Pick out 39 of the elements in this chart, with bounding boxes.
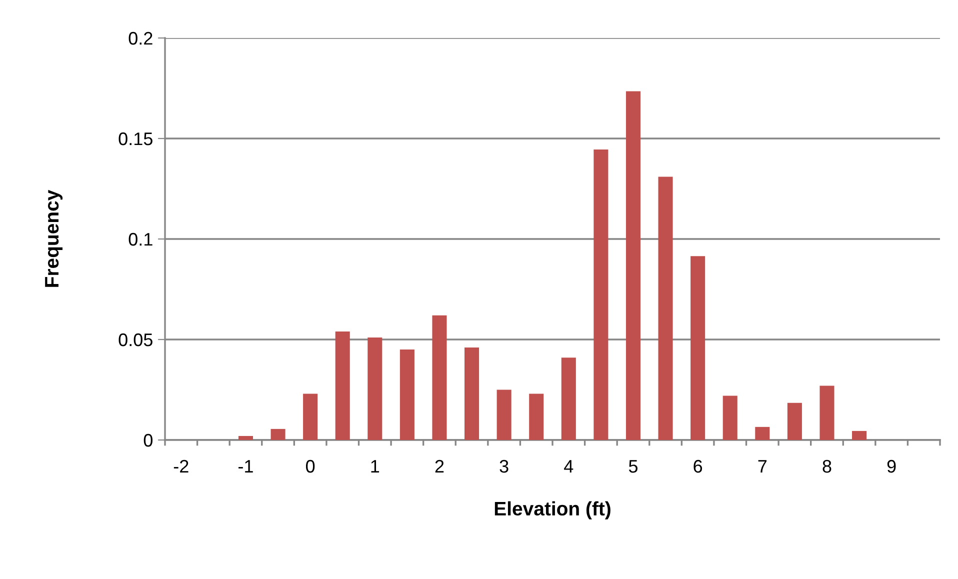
y-tick-label: 0 (144, 434, 152, 447)
bar (626, 91, 640, 440)
x-tick-label: 9 (887, 460, 896, 473)
x-axis-title: Elevation (ft) (494, 501, 610, 520)
bar (852, 430, 867, 440)
bar (400, 350, 414, 440)
x-tick-label: -1 (238, 460, 253, 473)
bar (690, 256, 706, 440)
y-axis-title: Frequency (45, 190, 62, 287)
bar (820, 386, 834, 440)
bar (432, 315, 447, 440)
bar (755, 426, 770, 440)
bar (368, 337, 382, 440)
bar (270, 428, 286, 440)
x-tick-label: 0 (306, 460, 315, 473)
y-tick-label: 0.05 (118, 333, 152, 346)
bar (464, 348, 480, 440)
bar (722, 396, 738, 440)
x-tick-label: 7 (758, 460, 767, 473)
bar (658, 176, 673, 440)
x-tick-label: 3 (500, 460, 508, 473)
x-tick-label: 5 (628, 460, 638, 473)
bar (496, 390, 512, 440)
y-tick-label: 0.1 (128, 232, 152, 246)
bar (529, 394, 544, 440)
x-tick-label: 1 (371, 460, 380, 473)
bar (787, 402, 802, 440)
x-tick-label: 2 (435, 460, 444, 473)
bar (303, 394, 318, 440)
y-tick-label: 0.15 (118, 132, 152, 146)
bar (594, 150, 608, 440)
x-tick-label: 6 (694, 460, 702, 473)
x-tick-label: 4 (564, 460, 574, 473)
x-tick-label: 8 (822, 460, 832, 473)
bar (561, 358, 576, 440)
x-tick-label: -2 (174, 460, 188, 473)
bar (335, 331, 350, 440)
y-tick-label: 0.2 (128, 32, 152, 45)
bar (238, 436, 253, 440)
